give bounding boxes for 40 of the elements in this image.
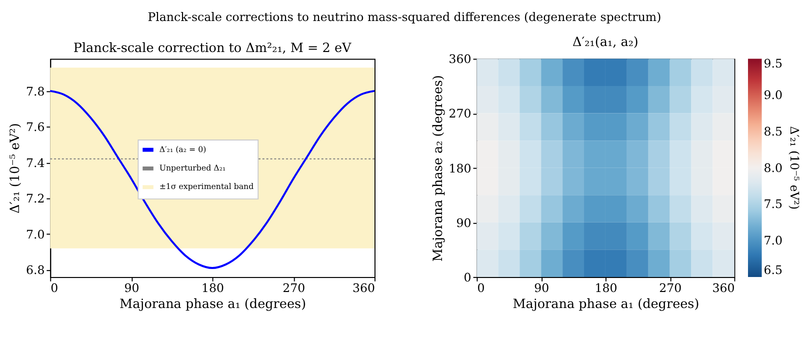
line-series (49, 90, 376, 269)
x-tick-label: 180 (594, 281, 618, 296)
y-tick-label: 90 (456, 216, 472, 230)
text: Planck-scale corrections to neutrino mass-squared differences (degenerate spectrum) (148, 10, 662, 24)
x-tick-label: 0 (50, 281, 58, 296)
y-axis-title: Δ′₂₁ (10⁻⁵ eV²) (8, 123, 24, 214)
x-tick-label: 0 (477, 281, 485, 296)
x-tick-label: 90 (534, 281, 550, 296)
chart-title: Planck-scale correction to Δm²₂₁, M = 2 eV (73, 40, 352, 56)
color-bar-label: 8.0 (764, 160, 782, 175)
chart-title: Δ′₂₁(a₁, a₂) (572, 34, 638, 50)
y-tick-label: 0 (464, 270, 472, 284)
legend-label: Δ′₂₁ (a₂ = 0) (159, 144, 206, 154)
y-axis-title: Majorana phase a₂ (degrees) (430, 75, 446, 262)
x-axis-title: Majorana phase a₁ (degrees) (512, 296, 700, 312)
y-tick-label: 6.8 (26, 263, 45, 278)
color-bar-label: 9.0 (764, 88, 782, 102)
color-bar-label: 7.0 (764, 234, 782, 248)
x-tick-label: 270 (659, 281, 682, 296)
x-tick-label: 270 (282, 281, 306, 296)
legend-label: Unperturbed Δ₂₁ (159, 163, 226, 172)
x-tick-label: 180 (202, 281, 224, 296)
x-tick-label: 360 (712, 281, 735, 296)
color-bar-label: 9.5 (764, 56, 782, 71)
x-tick-label: 360 (352, 281, 375, 296)
x-axis-title: Majorana phase a₁ (degrees) (120, 296, 306, 312)
color-bar-title: Δ′₂₁ (10⁻⁵ eV²) (787, 126, 802, 210)
y-tick-label: 270 (448, 106, 472, 121)
y-tick-label: 360 (448, 52, 472, 66)
y-tick-label: 7.2 (26, 192, 45, 206)
band-label: ±1σ experimental band (159, 182, 254, 192)
color-bar-label: 6.5 (764, 263, 782, 277)
color-bar-label: 8.5 (764, 124, 782, 138)
y-tick-label: 7.0 (26, 227, 45, 242)
x-tick-label: 90 (124, 281, 140, 296)
y-tick-label: 7.4 (26, 156, 45, 170)
y-tick-label: 180 (448, 161, 472, 176)
y-tick-label: 7.6 (26, 120, 45, 134)
y-tick-label: 7.8 (26, 84, 45, 98)
color-bar-label: 7.5 (764, 197, 782, 212)
